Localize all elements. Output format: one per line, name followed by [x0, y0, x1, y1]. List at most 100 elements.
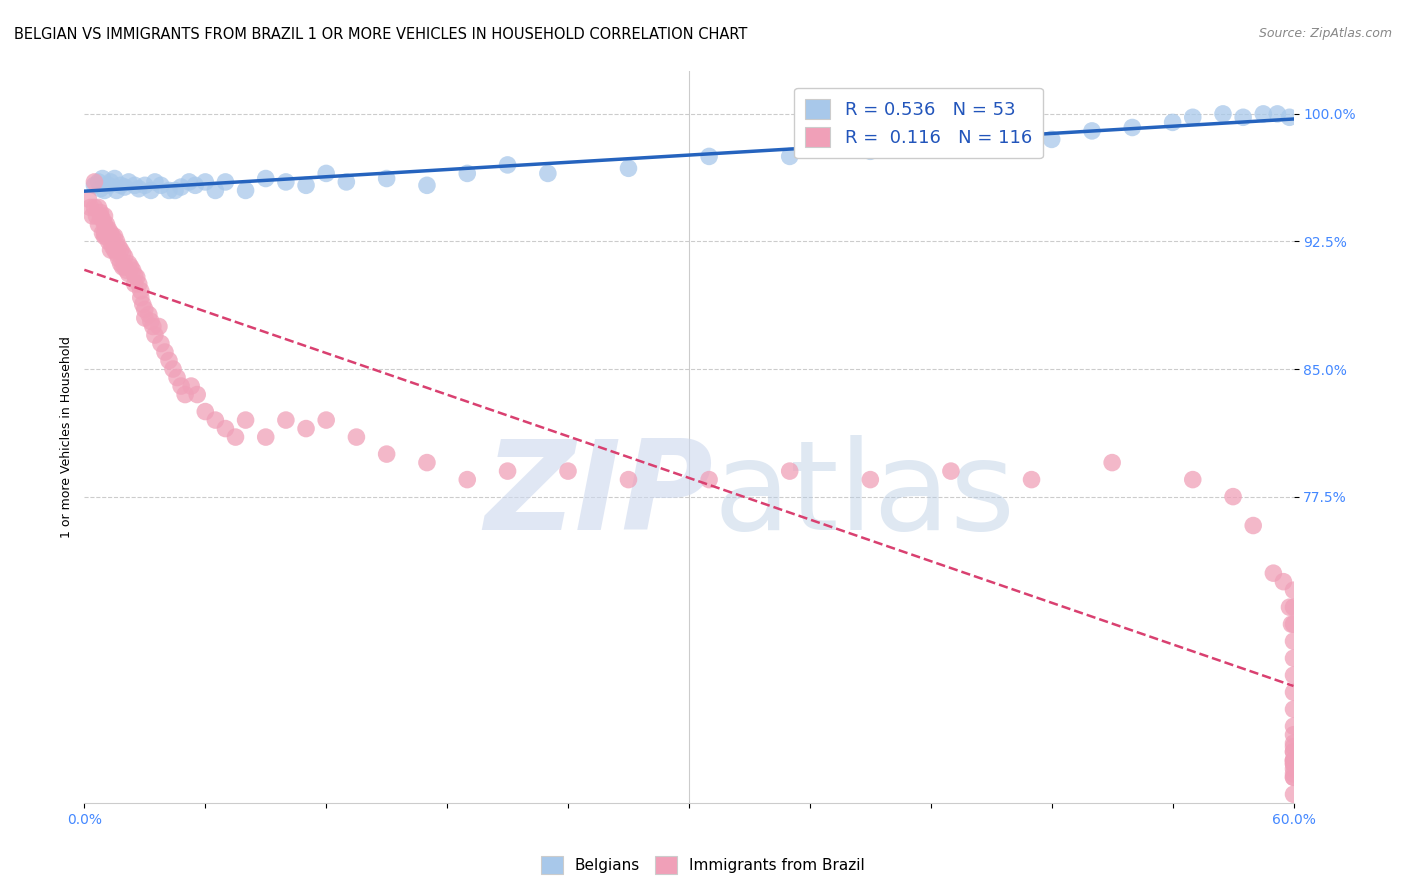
Point	[87, 218, 110, 232]
Point	[143, 328, 166, 343]
Point	[110, 243, 132, 257]
Point	[96, 218, 118, 232]
Point	[235, 413, 257, 427]
Point	[274, 413, 297, 427]
Point	[100, 243, 122, 257]
Point	[91, 212, 114, 227]
Point	[1282, 787, 1305, 801]
Point	[101, 239, 124, 253]
Point	[149, 336, 172, 351]
Point	[97, 178, 120, 193]
Point	[110, 256, 132, 270]
Point	[157, 353, 180, 368]
Point	[100, 226, 122, 240]
Point	[186, 387, 208, 401]
Point	[235, 183, 257, 197]
Point	[100, 175, 122, 189]
Point	[1282, 753, 1305, 767]
Point	[77, 192, 100, 206]
Point	[1278, 600, 1301, 615]
Point	[1282, 739, 1305, 754]
Point	[124, 178, 146, 193]
Point	[617, 161, 640, 176]
Point	[335, 175, 357, 189]
Point	[859, 145, 882, 159]
Point	[254, 171, 277, 186]
Point	[1282, 770, 1305, 784]
Point	[148, 319, 170, 334]
Legend: R = 0.536   N = 53, R =  0.116   N = 116: R = 0.536 N = 53, R = 0.116 N = 116	[794, 87, 1043, 158]
Point	[114, 260, 136, 274]
Point	[1282, 668, 1305, 682]
Point	[118, 267, 141, 281]
Point	[83, 178, 105, 193]
Point	[1272, 574, 1295, 589]
Point	[1282, 756, 1305, 771]
Point	[104, 229, 127, 244]
Point	[1267, 107, 1289, 121]
Point	[214, 421, 236, 435]
Point	[1282, 702, 1305, 716]
Text: BELGIAN VS IMMIGRANTS FROM BRAZIL 1 OR MORE VEHICLES IN HOUSEHOLD CORRELATION CH: BELGIAN VS IMMIGRANTS FROM BRAZIL 1 OR M…	[14, 27, 748, 42]
Point	[174, 387, 197, 401]
Point	[139, 183, 162, 197]
Point	[83, 175, 105, 189]
Point	[274, 175, 297, 189]
Point	[89, 182, 111, 196]
Point	[204, 183, 226, 197]
Point	[79, 201, 101, 215]
Point	[180, 379, 202, 393]
Point	[254, 430, 277, 444]
Point	[143, 175, 166, 189]
Point	[456, 473, 478, 487]
Text: ZIP: ZIP	[485, 435, 713, 556]
Point	[118, 256, 141, 270]
Point	[1241, 518, 1264, 533]
Point	[134, 302, 156, 317]
Point	[1282, 617, 1305, 632]
Point	[82, 209, 104, 223]
Point	[456, 166, 478, 180]
Point	[779, 149, 801, 163]
Point	[617, 473, 640, 487]
Point	[1282, 745, 1305, 759]
Point	[1282, 728, 1305, 742]
Point	[111, 246, 134, 260]
Point	[120, 260, 142, 274]
Point	[537, 166, 560, 180]
Point	[114, 180, 136, 194]
Point	[97, 235, 120, 249]
Point	[980, 132, 1002, 146]
Point	[416, 178, 439, 193]
Point	[129, 284, 152, 298]
Point	[295, 178, 318, 193]
Point	[121, 263, 143, 277]
Point	[1282, 753, 1305, 767]
Point	[91, 226, 114, 240]
Point	[89, 205, 111, 219]
Point	[105, 183, 128, 197]
Point	[225, 430, 247, 444]
Point	[138, 308, 160, 322]
Point	[496, 464, 519, 478]
Point	[101, 229, 124, 244]
Point	[939, 464, 962, 478]
Point	[129, 291, 152, 305]
Point	[1282, 634, 1305, 648]
Point	[496, 158, 519, 172]
Point	[114, 250, 136, 264]
Point	[1101, 456, 1123, 470]
Point	[107, 252, 129, 266]
Point	[1222, 490, 1244, 504]
Point	[93, 229, 115, 244]
Point	[86, 209, 108, 223]
Point	[125, 270, 148, 285]
Point	[165, 183, 187, 197]
Point	[93, 218, 115, 232]
Point	[1212, 107, 1234, 121]
Text: atlas: atlas	[713, 435, 1015, 556]
Point	[1040, 132, 1063, 146]
Point	[1181, 110, 1204, 124]
Point	[115, 263, 138, 277]
Point	[1282, 767, 1305, 781]
